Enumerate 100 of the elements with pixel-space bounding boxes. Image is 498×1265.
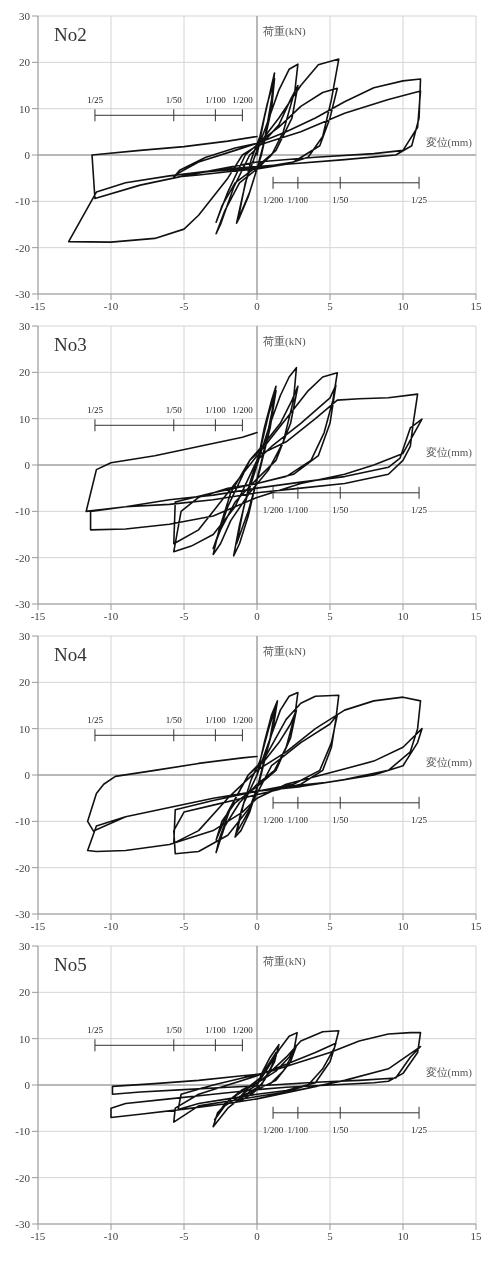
x-tick-label: 0: [254, 919, 261, 932]
x-tick-label: -15: [30, 1229, 46, 1242]
x-tick-label: 0: [254, 299, 261, 312]
y-axis-title: 荷重(kN): [263, 644, 306, 659]
x-axis-title: 変位(mm): [425, 445, 472, 460]
annotation: 1/50: [165, 715, 183, 726]
x-tick-label: 10: [397, 299, 409, 312]
y-tick-label: 20: [19, 366, 31, 379]
annotation: 1/50: [165, 95, 183, 106]
annotation: 1/25: [86, 405, 104, 416]
y-tick-label: -30: [15, 597, 31, 610]
x-tick-label: -15: [30, 609, 46, 622]
y-tick-label: -10: [15, 815, 31, 828]
annotation: 1/100: [205, 715, 227, 726]
x-tick-label: -5: [179, 299, 190, 312]
annotation: 1/100: [287, 1124, 309, 1135]
x-tick-label: 10: [397, 1229, 409, 1242]
chart-title: No3: [54, 334, 87, 356]
y-tick-label: -10: [15, 505, 31, 518]
y-axis-title: 荷重(kN): [263, 954, 306, 969]
annotation: 1/200: [232, 405, 254, 416]
y-tick-label: 30: [19, 629, 31, 642]
line-series: [110, 1029, 422, 1128]
y-tick-label: -20: [15, 551, 31, 564]
annotation: 1/100: [287, 194, 309, 205]
x-tick-label: 15: [470, 609, 482, 622]
annotation: 1/100: [205, 95, 227, 106]
x-tick-label: -10: [103, 1229, 119, 1242]
y-tick-label: 0: [24, 458, 31, 471]
y-tick-label: -10: [15, 1125, 31, 1138]
x-tick-label: 10: [397, 919, 409, 932]
chart-title: No4: [54, 644, 87, 666]
annotation: 1/25: [86, 715, 104, 726]
y-tick-label: 10: [19, 722, 31, 735]
x-axis-title: 変位(mm): [425, 1065, 472, 1080]
y-tick-label: 20: [19, 676, 31, 689]
y-tick-label: 0: [24, 1078, 31, 1091]
x-tick-label: -10: [103, 299, 119, 312]
x-tick-label: 0: [254, 1229, 261, 1242]
x-tick-label: -5: [179, 919, 190, 932]
annotation: 1/25: [411, 504, 428, 515]
annotation: 1/100: [205, 1025, 227, 1036]
y-tick-label: -20: [15, 241, 31, 254]
annotation: 1/200: [232, 95, 254, 106]
y-tick-label: -30: [15, 287, 31, 300]
y-tick-label: 30: [19, 9, 31, 22]
y-tick-label: 10: [19, 412, 31, 425]
x-tick-label: -10: [103, 609, 119, 622]
y-tick-label: -30: [15, 1217, 31, 1230]
x-tick-label: 15: [470, 299, 482, 312]
annotation: 1/200: [232, 1025, 254, 1036]
annotation: 1/200: [262, 1124, 284, 1135]
annotation: 1/50: [332, 194, 349, 205]
x-tick-label: 10: [397, 609, 409, 622]
y-tick-label: 10: [19, 102, 31, 115]
x-tick-label: 5: [327, 609, 334, 622]
x-tick-label: -10: [103, 919, 119, 932]
x-tick-label: 5: [327, 299, 334, 312]
y-tick-label: -10: [15, 195, 31, 208]
y-tick-label: 0: [24, 148, 31, 161]
annotation: 1/200: [262, 814, 284, 825]
x-tick-label: -5: [179, 1229, 190, 1242]
annotation: 1/25: [86, 95, 104, 106]
annotation: 1/200: [262, 504, 284, 515]
x-tick-label: 5: [327, 919, 334, 932]
y-tick-label: 30: [19, 319, 31, 332]
chart-title: No5: [54, 954, 87, 976]
annotation: 1/100: [287, 504, 309, 515]
annotation: 1/25: [86, 1025, 104, 1036]
annotation: 1/200: [262, 194, 284, 205]
y-tick-label: -20: [15, 861, 31, 874]
y-tick-label: -30: [15, 907, 31, 920]
annotation: 1/50: [332, 1124, 349, 1135]
x-tick-label: 15: [470, 1229, 482, 1242]
x-tick-label: -15: [30, 299, 46, 312]
x-axis-title: 変位(mm): [425, 135, 472, 150]
y-tick-label: 20: [19, 986, 31, 999]
y-axis-title: 荷重(kN): [263, 24, 306, 39]
annotation: 1/100: [205, 405, 227, 416]
y-tick-label: 20: [19, 56, 31, 69]
x-tick-label: 5: [327, 1229, 334, 1242]
annotation: 1/100: [287, 814, 309, 825]
y-tick-label: 0: [24, 768, 31, 781]
y-tick-label: -20: [15, 1171, 31, 1184]
annotation: 1/50: [332, 814, 349, 825]
annotation: 1/50: [332, 504, 349, 515]
x-tick-label: 0: [254, 609, 261, 622]
x-tick-label: -15: [30, 919, 46, 932]
annotation: 1/25: [411, 814, 428, 825]
x-tick-label: 15: [470, 919, 482, 932]
y-tick-label: 30: [19, 939, 31, 952]
chart-title: No2: [54, 24, 87, 46]
x-axis-title: 変位(mm): [425, 755, 472, 770]
annotation: 1/50: [165, 405, 183, 416]
y-tick-label: 10: [19, 1032, 31, 1045]
annotation: 1/50: [165, 1025, 183, 1036]
x-tick-label: -5: [179, 609, 190, 622]
annotation: 1/25: [411, 194, 428, 205]
annotation: 1/25: [411, 1124, 428, 1135]
annotation: 1/200: [232, 715, 254, 726]
